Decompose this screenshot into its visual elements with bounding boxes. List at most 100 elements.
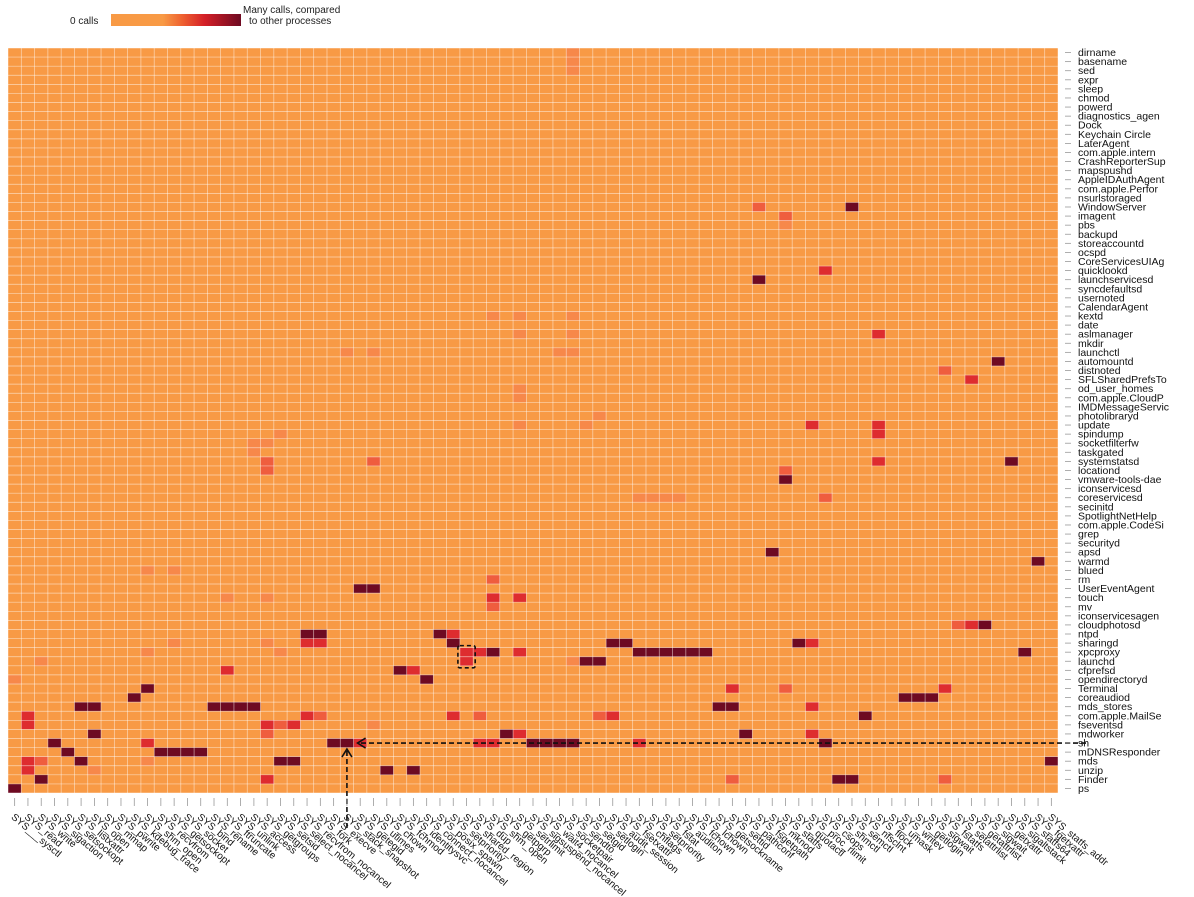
row-label: SFLSharedPrefsTo — [1078, 374, 1167, 386]
row-label: iconservicesagen — [1078, 610, 1159, 622]
heatmap-cell — [247, 438, 261, 448]
heatmap-cell — [752, 202, 766, 212]
heatmap-cell — [964, 375, 979, 385]
heatmap-cell — [74, 756, 88, 766]
heatmap-cell — [951, 620, 965, 630]
heatmap-cell — [273, 647, 288, 657]
heatmap-cell — [832, 774, 846, 784]
row-label: coreaudiod — [1078, 692, 1130, 704]
highlight-box — [457, 644, 476, 669]
heatmap-cell — [47, 738, 62, 748]
row-label: mds_stores — [1078, 701, 1132, 713]
heatmap-cell — [898, 693, 912, 703]
heatmap-cell — [592, 711, 607, 721]
row-label: iconservicesd — [1078, 483, 1142, 495]
heatmap-cell — [74, 702, 88, 712]
heatmap-cell — [446, 638, 460, 648]
heatmap-cell — [300, 638, 314, 648]
heatmap-cell — [645, 647, 660, 657]
heatmap-cell — [566, 347, 580, 357]
row-label: distnoted — [1078, 365, 1121, 377]
heatmap-cell — [606, 711, 620, 721]
row-label: blued — [1078, 565, 1104, 577]
row-label: storeaccountd — [1078, 238, 1144, 250]
row-label: ocspd — [1078, 247, 1106, 259]
heatmap-cell — [778, 683, 793, 694]
heatmap-cell — [207, 702, 221, 712]
row-label: syncdefaultsd — [1078, 283, 1142, 295]
heatmap-cell — [805, 702, 819, 712]
row-label: date — [1078, 320, 1099, 332]
heatmap-cell — [87, 765, 102, 775]
heatmap-cell — [366, 720, 381, 730]
row-label: kextd — [1078, 311, 1103, 323]
row-label: expr — [1078, 74, 1099, 86]
heatmap-cell — [406, 665, 421, 675]
row-label: SpotlightNetHelp — [1078, 510, 1157, 522]
heatmap-cell — [925, 693, 939, 703]
row-arrow-head — [356, 737, 366, 749]
heatmap-cell — [818, 493, 833, 503]
heatmap-cell — [552, 738, 567, 748]
heatmap-cell — [725, 702, 740, 712]
heatmap-cell — [247, 447, 261, 457]
row-label: aslmanager — [1078, 329, 1133, 341]
column-labels: SYS___sysctlSYS_readSYS_writeSYS_sigacti… — [9, 798, 1110, 897]
heatmap-cell — [473, 711, 487, 721]
row-label: Dock — [1078, 120, 1103, 132]
row-label: backupd — [1078, 229, 1118, 241]
heatmap-cell — [845, 774, 859, 784]
row-label: unzip — [1078, 765, 1103, 777]
heatmap-cell — [380, 765, 394, 775]
heatmap-cell — [991, 356, 1005, 366]
heatmap-cell — [845, 202, 859, 212]
heatmap-cell — [513, 311, 527, 321]
row-label: update — [1078, 420, 1110, 432]
row-label: nsurlstoraged — [1078, 192, 1142, 204]
heatmap-cell — [978, 620, 992, 630]
row-label: automountd — [1078, 356, 1134, 368]
heatmap-cell — [699, 647, 713, 657]
heatmap-cell — [180, 747, 195, 757]
heatmap-cell — [154, 747, 168, 757]
row-label: coreservicesd — [1078, 492, 1143, 504]
heatmap-cell — [260, 729, 274, 739]
heatmap-cell — [552, 347, 567, 357]
heatmap-cell — [273, 429, 288, 439]
heatmap-cell — [499, 729, 514, 739]
heatmap-cell — [805, 729, 819, 739]
heatmap-cell — [260, 438, 274, 448]
heatmap-cell — [805, 638, 819, 648]
heatmap-cell — [140, 738, 155, 748]
heatmap-cell — [513, 393, 527, 403]
row-label: sh — [1078, 738, 1089, 750]
heatmap-cell — [21, 756, 35, 766]
row-label: quicklookd — [1078, 265, 1128, 277]
column-arrow-head — [341, 747, 353, 758]
heatmap-cell — [513, 593, 527, 603]
row-label: Keychain Circle — [1078, 129, 1151, 141]
row-label: usernoted — [1078, 292, 1125, 304]
heatmap-cell — [300, 629, 314, 639]
heatmap-gridlines — [7, 47, 1059, 794]
heatmap-cell — [260, 593, 274, 603]
heatmap-cell — [21, 711, 35, 721]
heatmap-cell — [326, 738, 341, 748]
heatmap-cell — [513, 647, 527, 657]
heatmap-cell — [446, 629, 460, 639]
heatmap-cell — [911, 693, 926, 703]
row-label: securityd — [1078, 538, 1120, 550]
row-label: sleep — [1078, 83, 1103, 95]
row-label: xpcproxy — [1078, 647, 1121, 659]
heatmap-cell — [260, 465, 274, 476]
heatmap-cell — [566, 329, 580, 339]
heatmap-cell — [566, 66, 580, 76]
row-label: LaterAgent — [1078, 138, 1129, 150]
row-label: Terminal — [1078, 683, 1118, 695]
heatmap-cell — [127, 693, 141, 703]
row-label: socketfilterfw — [1078, 438, 1139, 450]
heatmap-cell — [300, 711, 314, 721]
heatmap-cell — [712, 702, 726, 712]
heatmap-cell — [964, 620, 979, 630]
heatmap-cell — [260, 638, 274, 648]
